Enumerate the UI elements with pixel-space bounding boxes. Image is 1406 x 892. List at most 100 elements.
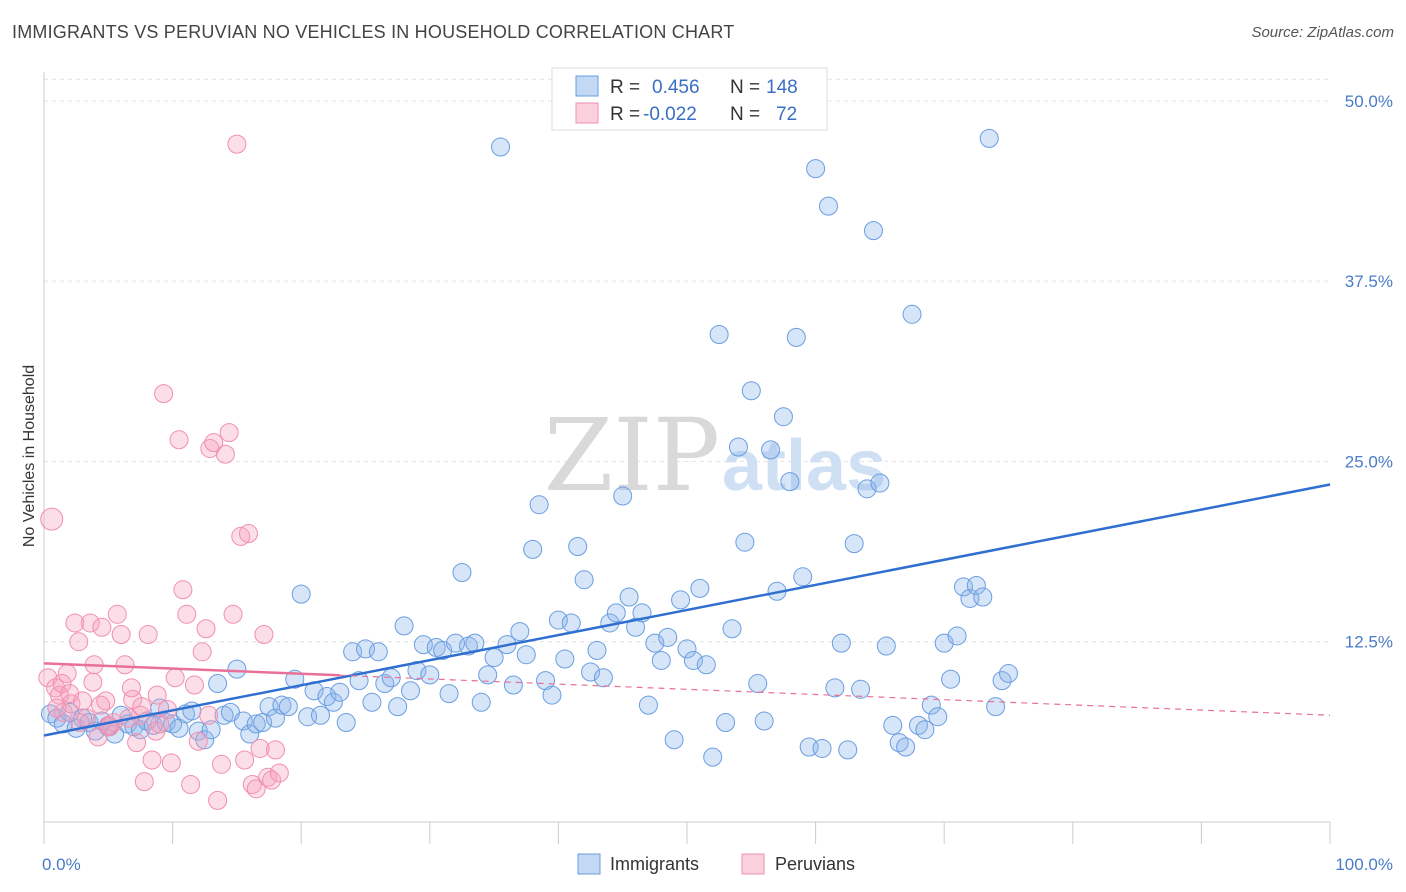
immigrants-point [323, 692, 343, 712]
immigrants-point [503, 675, 523, 695]
peruvians-point [215, 444, 235, 464]
immigrants-point [568, 537, 588, 557]
chart-title: IMMIGRANTS VS PERUVIAN NO VEHICLES IN HO… [12, 22, 735, 42]
legend-r-label-2: R = [610, 104, 640, 125]
legend-r-value-2: -0.022 [643, 104, 697, 125]
immigrants-point [851, 679, 871, 699]
immigrants-point [278, 697, 298, 717]
peruvians-point [40, 507, 64, 531]
immigrants-point [529, 495, 549, 515]
immigrants-point [574, 570, 594, 590]
immigrants-point [240, 724, 260, 744]
immigrants-point [722, 619, 742, 639]
immigrants-point [838, 740, 858, 760]
grid-lines [44, 78, 1330, 643]
immigrants-point [986, 697, 1006, 717]
immigrants-point [831, 633, 851, 653]
immigrants-point [941, 669, 961, 689]
peruvians-point [165, 668, 185, 688]
immigrants-point [542, 685, 562, 705]
immigrants-point [195, 730, 215, 750]
immigrants-point [735, 532, 755, 552]
immigrants-point [613, 486, 633, 506]
correlation-legend: R = 0.456 N = 148 R = -0.022 N = 72 [551, 67, 828, 131]
peruvians-point [258, 767, 278, 787]
immigrants-point [439, 684, 459, 704]
immigrants-point [401, 681, 421, 701]
bottom-legend-peruvians: Peruvians [775, 854, 855, 874]
immigrants-point [992, 671, 1012, 691]
immigrants-point [761, 440, 781, 460]
peruvians-point [47, 698, 67, 718]
immigrants-point [330, 682, 350, 702]
peruvians-point [262, 770, 282, 790]
immigrants-point [812, 738, 832, 758]
immigrants-point [979, 128, 999, 148]
immigrants-point [921, 695, 941, 715]
peruvians-point [250, 738, 270, 758]
immigrants-point [677, 639, 697, 659]
immigrants-point [825, 678, 845, 698]
legend-n-label-1: N = [730, 77, 760, 98]
y-axis-title: No Vehicles in Household [21, 365, 38, 547]
x-tick-label-min: 0.0% [42, 855, 81, 874]
peruvians-point [154, 384, 174, 404]
immigrants-point [536, 671, 556, 691]
legend-n-value-1: 148 [766, 77, 798, 98]
y-tick-label: 25.0% [1345, 452, 1393, 471]
immigrants-point [420, 665, 440, 685]
peruvians-point [227, 134, 247, 154]
immigrants-point [510, 622, 530, 642]
immigrants-point [696, 655, 716, 675]
immigrants-point [388, 697, 408, 717]
y-tick-label: 37.5% [1345, 272, 1393, 291]
immigrants-point [780, 472, 800, 492]
immigrants-point [857, 479, 877, 499]
immigrants-point [671, 590, 691, 610]
immigrants-trend-line [43, 483, 1331, 737]
peruvians-point [204, 433, 224, 453]
immigrants-point [690, 578, 710, 598]
peruvians-point [60, 684, 80, 704]
immigrants-point [870, 473, 890, 493]
immigrants-point [201, 720, 221, 740]
immigrants-point [555, 649, 575, 669]
peruvians-point [132, 697, 152, 717]
immigrants-point [709, 325, 729, 344]
peruvians-point [111, 625, 131, 644]
peruvians-point [235, 750, 255, 770]
peruvians-point [147, 685, 167, 705]
peruvians-point [38, 668, 58, 688]
immigrants-point [683, 650, 703, 670]
legend-n-value-2: 72 [776, 104, 797, 125]
peruvians-point [265, 740, 285, 760]
peruvians-point [92, 617, 112, 637]
peruvians-point [83, 672, 103, 692]
legend-swatch-immigrants [575, 75, 599, 97]
peruvians-point [173, 580, 193, 600]
immigrants-point [818, 196, 838, 216]
immigrants-point [561, 613, 581, 633]
peruvians-point [161, 753, 181, 773]
immigrants-point [728, 437, 748, 457]
peruvians-point [199, 705, 219, 725]
immigrants-point [291, 584, 311, 604]
peruvians-point [192, 642, 212, 662]
peruvians-point [181, 775, 201, 794]
peruvians-point [115, 655, 135, 675]
legend-swatch-peruvians [575, 102, 599, 124]
immigrants-point [336, 712, 356, 732]
immigrants-point [362, 692, 382, 712]
peruvians-point [231, 526, 251, 546]
peruvians-point [69, 632, 89, 652]
legend-n-label-2: N = [730, 104, 760, 125]
peruvians-point [107, 604, 127, 624]
immigrants-point [966, 575, 986, 595]
legend-r-value-1: 0.456 [652, 77, 700, 98]
peruvians-point [65, 613, 85, 633]
immigrants-point [452, 562, 472, 582]
immigrants-point [523, 539, 543, 559]
immigrants-point [664, 730, 684, 750]
immigrants-point [928, 707, 948, 727]
